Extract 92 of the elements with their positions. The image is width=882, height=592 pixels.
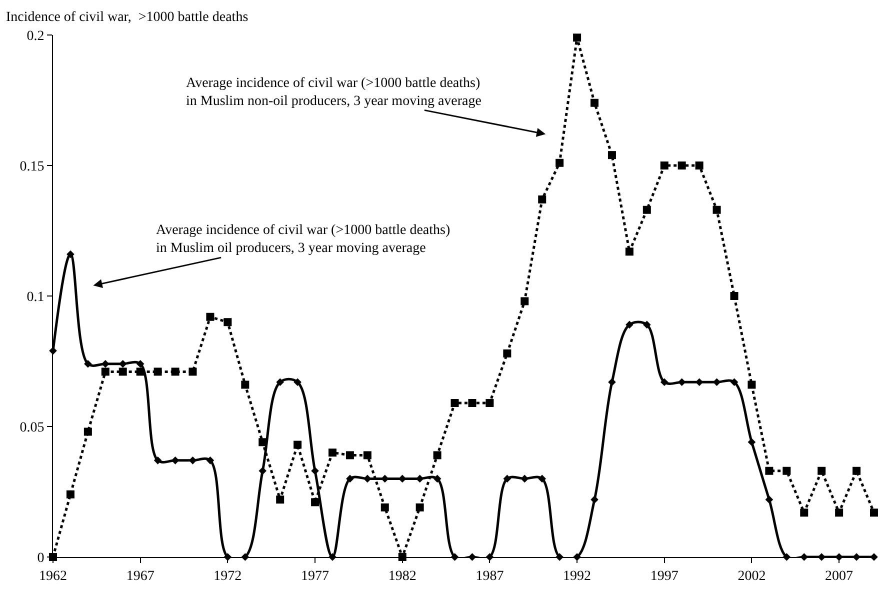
point bbox=[450, 399, 459, 408]
point bbox=[712, 378, 721, 386]
point bbox=[870, 508, 878, 517]
point bbox=[171, 456, 180, 464]
y-tick-label: 0.1 bbox=[26, 290, 44, 305]
x-tick-label: 1992 bbox=[563, 568, 592, 584]
point bbox=[258, 438, 267, 446]
point bbox=[765, 466, 774, 475]
point bbox=[328, 448, 336, 457]
point bbox=[311, 466, 319, 475]
point bbox=[346, 451, 354, 460]
point bbox=[678, 378, 686, 386]
point bbox=[380, 503, 389, 512]
point bbox=[66, 490, 74, 498]
point bbox=[486, 399, 494, 408]
annotation: Average incidence of civil war (>1000 battle deaths) in Muslim oil producers, 3 year moving average bbox=[156, 223, 450, 256]
point bbox=[590, 98, 599, 107]
point bbox=[416, 503, 424, 512]
point bbox=[433, 451, 442, 460]
point bbox=[852, 466, 861, 475]
point bbox=[364, 474, 372, 483]
point bbox=[626, 320, 634, 329]
x-tick-label: 1972 bbox=[214, 568, 242, 584]
point bbox=[311, 498, 320, 506]
y-axis-title: Incidence of civil war, >1000 battle deaths bbox=[6, 10, 248, 25]
point bbox=[66, 250, 74, 258]
point bbox=[188, 368, 197, 376]
point bbox=[800, 508, 808, 517]
x-tick-label: 1967 bbox=[126, 568, 154, 584]
point bbox=[556, 158, 564, 167]
point bbox=[503, 349, 512, 358]
x-tick-label: 2002 bbox=[738, 568, 766, 584]
point bbox=[590, 496, 598, 504]
point bbox=[642, 206, 651, 214]
point bbox=[503, 474, 512, 483]
point bbox=[84, 428, 92, 436]
point bbox=[678, 162, 686, 170]
point bbox=[520, 297, 529, 306]
point bbox=[520, 474, 529, 483]
y-tick-label: 0 bbox=[37, 550, 44, 566]
point bbox=[643, 320, 651, 329]
point bbox=[730, 378, 738, 386]
point bbox=[224, 318, 232, 326]
point bbox=[294, 440, 302, 449]
x-tick-label: 2007 bbox=[825, 568, 854, 584]
point bbox=[608, 378, 616, 386]
point bbox=[241, 380, 250, 389]
point bbox=[730, 292, 738, 300]
point bbox=[171, 368, 180, 376]
point bbox=[206, 312, 214, 321]
point bbox=[101, 368, 110, 376]
x-tick-label: 1977 bbox=[301, 568, 330, 584]
point bbox=[136, 368, 144, 376]
point bbox=[625, 248, 634, 256]
point bbox=[818, 466, 826, 475]
point bbox=[154, 456, 162, 464]
point bbox=[538, 195, 546, 204]
x-tick-label: 1987 bbox=[476, 568, 504, 584]
point bbox=[154, 368, 162, 376]
y-tick-label: 0.15 bbox=[20, 159, 44, 174]
point bbox=[695, 162, 704, 170]
point bbox=[573, 34, 582, 42]
point bbox=[748, 380, 756, 389]
point bbox=[433, 474, 442, 483]
point bbox=[748, 438, 756, 446]
point bbox=[276, 496, 284, 504]
annotation: Average incidence of civil war (>1000 battle deaths) in Muslim non-oil producers, 3 year moving average bbox=[186, 76, 482, 110]
point bbox=[468, 399, 476, 408]
point bbox=[258, 466, 267, 475]
x-tick-label: 1997 bbox=[650, 568, 678, 584]
point bbox=[276, 378, 284, 386]
point bbox=[363, 451, 372, 460]
y-tick-label: 0.05 bbox=[20, 420, 44, 436]
point bbox=[538, 474, 546, 483]
point bbox=[84, 360, 92, 368]
y-tick-label: 0.2 bbox=[26, 28, 44, 44]
point bbox=[136, 360, 144, 368]
point bbox=[206, 456, 214, 464]
point bbox=[765, 496, 774, 504]
x-tick-label: 1982 bbox=[388, 568, 416, 584]
point bbox=[188, 456, 197, 464]
point bbox=[294, 378, 302, 386]
point bbox=[346, 474, 354, 483]
point bbox=[660, 378, 668, 386]
point bbox=[712, 206, 721, 214]
point bbox=[102, 360, 110, 368]
point bbox=[118, 368, 127, 376]
x-tick-label: 1962 bbox=[39, 568, 67, 584]
point bbox=[835, 508, 844, 517]
point bbox=[608, 151, 616, 160]
point bbox=[660, 162, 668, 170]
point bbox=[782, 466, 791, 475]
